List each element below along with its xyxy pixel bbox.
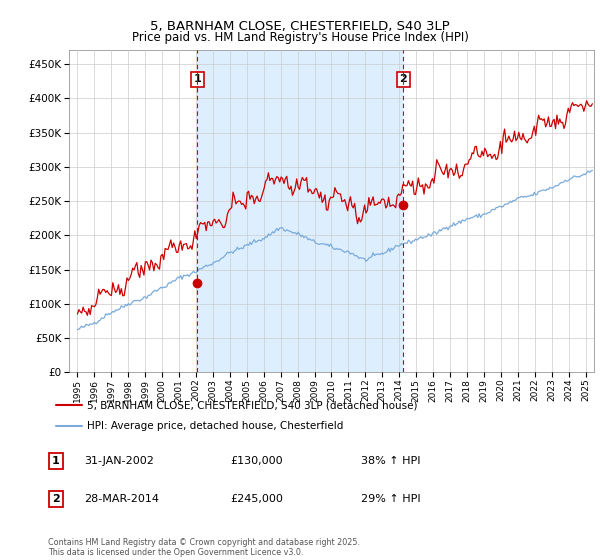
- Text: Contains HM Land Registry data © Crown copyright and database right 2025.
This d: Contains HM Land Registry data © Crown c…: [48, 538, 360, 557]
- Text: 38% ↑ HPI: 38% ↑ HPI: [361, 456, 421, 466]
- Text: £245,000: £245,000: [230, 494, 284, 504]
- Bar: [197, 50, 403, 372]
- Text: 29% ↑ HPI: 29% ↑ HPI: [361, 494, 421, 504]
- Text: HPI: Average price, detached house, Chesterfield: HPI: Average price, detached house, Ches…: [87, 421, 344, 431]
- Text: £130,000: £130,000: [230, 456, 283, 466]
- Text: 2: 2: [400, 74, 407, 85]
- Text: 28-MAR-2014: 28-MAR-2014: [85, 494, 160, 504]
- Text: 1: 1: [52, 456, 60, 466]
- Text: 31-JAN-2002: 31-JAN-2002: [85, 456, 154, 466]
- Text: 5, BARNHAM CLOSE, CHESTERFIELD, S40 3LP (detached house): 5, BARNHAM CLOSE, CHESTERFIELD, S40 3LP …: [87, 400, 418, 410]
- Text: 5, BARNHAM CLOSE, CHESTERFIELD, S40 3LP: 5, BARNHAM CLOSE, CHESTERFIELD, S40 3LP: [150, 20, 450, 32]
- Text: 2: 2: [52, 494, 60, 504]
- Text: 1: 1: [193, 74, 201, 85]
- Text: Price paid vs. HM Land Registry's House Price Index (HPI): Price paid vs. HM Land Registry's House …: [131, 31, 469, 44]
